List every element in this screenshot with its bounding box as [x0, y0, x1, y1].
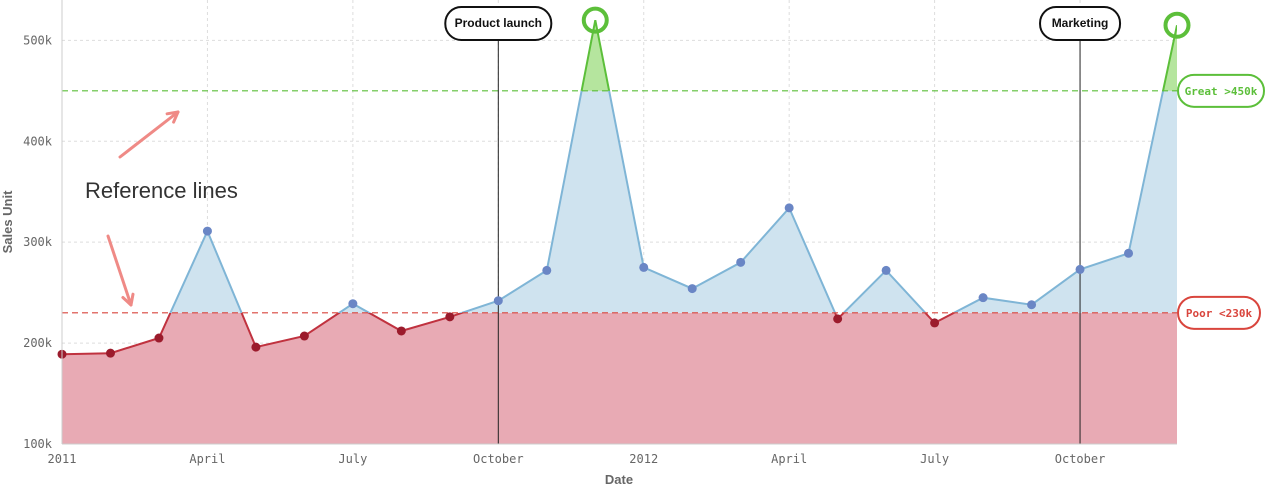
data-point [1124, 248, 1134, 258]
y-tick-label: 500k [23, 33, 53, 47]
series-line-normal [169, 90, 1165, 313]
x-tick-label: 2011 [48, 452, 77, 466]
annotation-reference-lines: Reference lines [85, 178, 238, 203]
area-normal [170, 90, 1177, 313]
data-point [687, 284, 697, 294]
reference-label: Great >450k [1185, 85, 1258, 98]
x-axis-title: Date [605, 472, 633, 486]
annotation-arrow [118, 110, 180, 159]
data-point [154, 333, 164, 343]
data-point [348, 299, 358, 309]
data-point [833, 314, 843, 324]
x-tick-label: April [771, 452, 807, 466]
data-point [202, 226, 212, 236]
data-point [542, 265, 552, 275]
axes: 100k 200k 300k 400k 500k 2011 April July October… [23, 0, 1177, 466]
data-point [639, 262, 649, 272]
series-line-poor [62, 312, 957, 356]
data-points [57, 6, 1191, 359]
annotation-arrow [106, 234, 133, 307]
x-tick-label: April [189, 452, 225, 466]
event-label-box [1039, 6, 1122, 41]
y-tick-label: 100k [23, 437, 53, 451]
data-point [299, 331, 309, 341]
data-point [1027, 300, 1037, 310]
data-point [736, 257, 746, 267]
data-point [105, 348, 115, 358]
x-tick-label: October [473, 452, 524, 466]
y-tick-label: 200k [23, 336, 53, 350]
area-below-poor [62, 312, 1177, 444]
x-tick-label: July [920, 452, 949, 466]
data-point [784, 203, 794, 213]
reference-label-box [1177, 295, 1261, 330]
x-tick-label: July [338, 452, 367, 466]
area-fills [62, 20, 1177, 444]
event-markers: Product launch Marketing [444, 6, 1122, 444]
y-tick-label: 300k [23, 235, 53, 249]
series-lines [62, 20, 1177, 356]
data-point [493, 296, 503, 306]
data-point [930, 318, 940, 328]
reference-label-box [1177, 73, 1265, 108]
data-point [396, 326, 406, 336]
data-point [445, 312, 455, 322]
y-tick-label: 400k [23, 134, 53, 148]
reference-lines: Great >450k Poor <230k [62, 73, 1265, 330]
data-point [881, 265, 891, 275]
event-label-box [444, 6, 553, 41]
data-point [251, 342, 261, 352]
x-tick-label: October [1055, 452, 1106, 466]
data-point [1075, 264, 1085, 274]
y-axis-title: Sales Unit [0, 190, 15, 254]
data-point-peak [581, 6, 609, 34]
data-point-peak [1163, 11, 1191, 39]
annotation-arrow-head [165, 110, 180, 124]
event-label: Product launch [455, 16, 542, 30]
reference-label: Poor <230k [1186, 307, 1253, 320]
event-label: Marketing [1052, 16, 1109, 30]
x-tick-label: 2012 [629, 452, 658, 466]
annotation-arrow-head [121, 292, 135, 307]
data-point [978, 293, 988, 303]
